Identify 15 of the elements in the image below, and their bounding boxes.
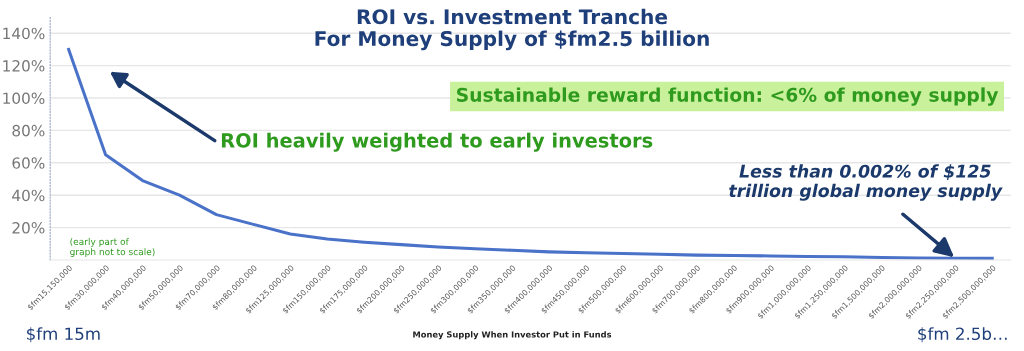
annotation: (early part of graph not to scale) (70, 238, 155, 257)
y-tick-label: 20% (12, 222, 45, 234)
annotation: Sustainable reward function: <6% of money supply (457, 87, 999, 106)
y-tick-label: 120% (3, 60, 45, 72)
x-axis-title: Money Supply When Investor Put in Funds (413, 331, 612, 340)
text: $fm 15m (26, 327, 100, 343)
y-tick-label: 60% (12, 157, 45, 169)
y-tick-label: 100% (3, 92, 45, 105)
annotation: Less than 0.002% of $125 trillion global money supply (729, 164, 1003, 201)
y-tick-label: 140% (3, 27, 45, 40)
chart-title: ROI vs. Investment Tranche For Money Supply of $fm2.5 billion (315, 8, 709, 51)
annotation: ROI heavily weighted to early investors (221, 132, 653, 152)
y-tick-label: 40% (12, 189, 45, 202)
y-tick-label: 80% (12, 124, 45, 137)
text: $fm 2.5b… (918, 327, 1007, 343)
